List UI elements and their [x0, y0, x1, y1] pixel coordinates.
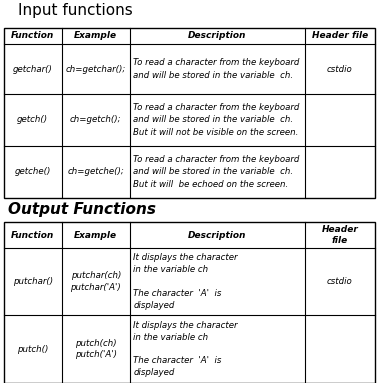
Text: ch=getch();: ch=getch();: [70, 116, 122, 124]
Text: To read a character from the keyboard
and will be stored in the variable  ch.
Bu: To read a character from the keyboard an…: [133, 103, 299, 137]
Text: Function: Function: [11, 231, 54, 239]
Text: putch(): putch(): [17, 344, 49, 354]
Text: It displays the character
in the variable ch

The character  'A'  is
displayed: It displays the character in the variabl…: [133, 321, 238, 377]
Text: putchar(ch)
putchar('A'): putchar(ch) putchar('A'): [70, 271, 121, 292]
Bar: [4, 28, 375, 198]
Text: Output Functions: Output Functions: [8, 202, 156, 217]
Text: Function: Function: [11, 31, 54, 41]
Text: To read a character from the keyboard
and will be stored in the variable  ch.: To read a character from the keyboard an…: [133, 58, 299, 80]
Text: putch(ch)
putch('A'): putch(ch) putch('A'): [75, 339, 117, 359]
Text: getch(): getch(): [17, 116, 48, 124]
Text: cstdio: cstdio: [327, 277, 352, 286]
Text: Example: Example: [74, 231, 117, 239]
Text: cstdio: cstdio: [327, 64, 352, 74]
Text: ch=getche();: ch=getche();: [67, 167, 124, 177]
Bar: [4, 222, 375, 383]
Text: To read a character from the keyboard
and will be stored in the variable  ch.
Bu: To read a character from the keyboard an…: [133, 155, 299, 189]
Text: Header
file: Header file: [321, 225, 358, 245]
Text: Description: Description: [188, 31, 246, 41]
Text: getchar(): getchar(): [13, 64, 53, 74]
Text: Description: Description: [188, 231, 246, 239]
Text: putchar(): putchar(): [13, 277, 53, 286]
Text: getche(): getche(): [14, 167, 51, 177]
Text: Header file: Header file: [312, 31, 368, 41]
Text: Input functions: Input functions: [18, 3, 133, 18]
Text: Example: Example: [74, 31, 117, 41]
Text: ch=getchar();: ch=getchar();: [66, 64, 126, 74]
Text: It displays the character
in the variable ch

The character  'A'  is
displayed: It displays the character in the variabl…: [133, 254, 238, 309]
